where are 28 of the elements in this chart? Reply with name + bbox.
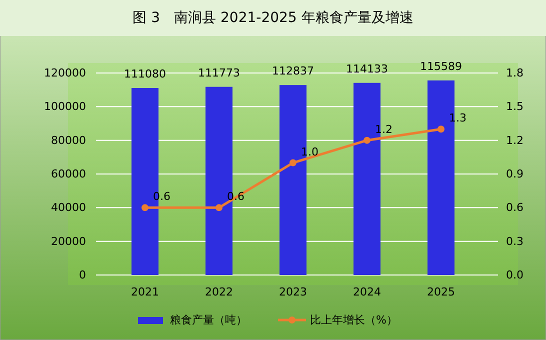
data-label: 114133 [346, 62, 388, 76]
data-label: 0.6 [227, 190, 244, 204]
y-tick-label: 120000 [44, 66, 86, 80]
y-tick-label: 60000 [51, 168, 86, 180]
y2-tick-label: 1.5 [506, 100, 524, 114]
y2-tick-label: 0.9 [506, 168, 524, 180]
y-tick-label: 20000 [51, 234, 86, 248]
data-label: 115589 [420, 60, 462, 73]
legend-label: 比上年增长（%） [310, 314, 398, 326]
y2-tick-label: 1.2 [506, 134, 524, 147]
y-tick-label: 100000 [44, 100, 86, 114]
x-tick-label: 2025 [427, 286, 455, 298]
data-label: 111080 [124, 68, 166, 81]
x-tick-label: 2024 [353, 286, 381, 298]
data-label: 111773 [198, 66, 240, 80]
x-tick-label: 2021 [131, 286, 159, 298]
legend-label: 粮食产量（吨） [170, 314, 247, 326]
y2-tick-label: 1.8 [506, 66, 524, 80]
title: 图 3 南涧县 2021-2025 年粮食产量及增速 [132, 10, 414, 26]
x-tick-label: 2023 [279, 286, 307, 298]
x-tick-label: 2022 [205, 286, 233, 298]
y-tick-label: 0 [79, 268, 86, 282]
y2-tick-label: 0.6 [506, 201, 524, 214]
y2-tick-label: 0.3 [506, 234, 524, 248]
y-tick-label: 80000 [51, 134, 86, 147]
y2-tick-label: 0.0 [506, 268, 524, 282]
y-tick-label: 40000 [51, 201, 86, 214]
data-label: 112837 [272, 64, 314, 78]
